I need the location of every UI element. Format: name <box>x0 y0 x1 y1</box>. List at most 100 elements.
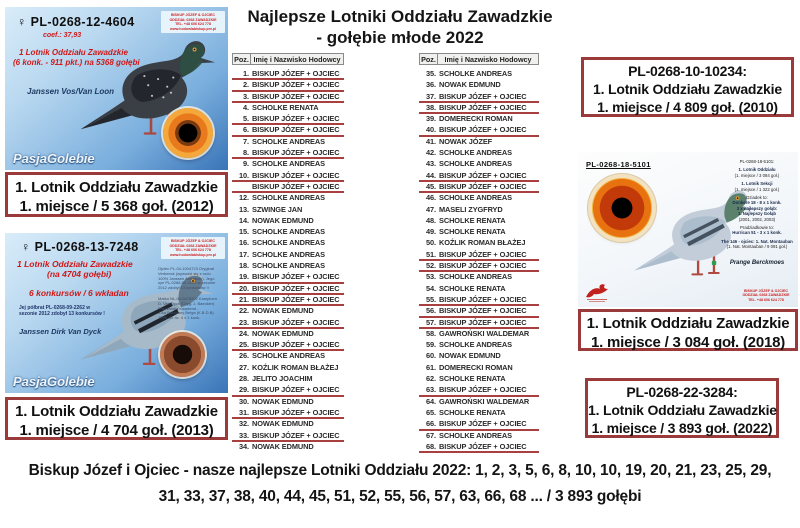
row-position: 52. <box>426 261 436 271</box>
row-breeder-name: NOWAK EDMUND <box>252 419 314 429</box>
row-position: 51. <box>426 249 436 259</box>
pedigree-line: 3 x najlepszy gołąb: <box>736 205 778 211</box>
row-breeder-name: SCHOLKE ANDREAS <box>252 227 325 237</box>
table-rows: 35. SCHOLKE ANDREAS 36. NOWAK EDMUND 37. BISK… <box>419 69 539 454</box>
row-breeder-name: BISKUP JÓZEF + OJCIEC <box>439 91 527 101</box>
summary-line2: 31, 33, 37, 38, 40, 44, 45, 51, 52, 55, … <box>158 488 642 505</box>
red-bird-logo-icon <box>586 284 608 302</box>
row-breeder-name: SCHOLKE ANDREAS <box>439 69 512 78</box>
row-breeder-name: SCHOLKE ANDREAS <box>439 272 512 282</box>
table-row: 14. NOWAK EDMUND <box>232 216 344 227</box>
row-breeder-name: MASELI ZYGFRYD <box>439 204 503 214</box>
row-breeder-name: BISKUP JÓZEF + OJCIEC <box>252 181 340 191</box>
row-breeder-name: BISKUP JÓZEF + OJCIEC <box>252 114 340 124</box>
table-row: 23. BISKUP JÓZEF + OJCIEC <box>232 318 344 329</box>
table-row: 17. SCHOLKE ANDREAS <box>232 250 344 261</box>
row-position: 26. <box>239 351 249 361</box>
award-caption-2012: 1. Lotnik Oddziału Zawadzkie 1. miejsce … <box>5 172 228 217</box>
row-position: 25. <box>239 340 249 350</box>
breeder-contact-box: BISKUP JÓZEF & OJCIEC ODDZIAŁ 0268 ZAWAD… <box>161 237 225 259</box>
table-row: 27. KOŹLIK ROMAN BŁAŻEJ <box>232 363 344 374</box>
row-breeder-name: SCHOLKE ANDREAS <box>439 193 512 203</box>
row-position: 12. <box>239 193 249 203</box>
column-header-breeder-name: Imię i Nazwisko Hodowcy <box>437 53 539 65</box>
table-row: 51. BISKUP JÓZEF + OJCIEC <box>419 249 539 262</box>
row-breeder-name: BISKUP JÓZEF + OJCIEC <box>439 125 527 135</box>
row-position: 49. <box>426 227 436 237</box>
row-position: 21. <box>239 294 249 304</box>
row-position: 43. <box>426 159 436 169</box>
row-position: 64. <box>426 396 436 406</box>
award-caption-2018: 1. Lotnik Oddziału Zawadzkie 1. miejsce … <box>578 309 798 351</box>
table-row: 54. SCHOLKE RENATA <box>419 284 539 295</box>
row-breeder-name: BISKUP JÓZEF + OJCIEC <box>439 294 527 304</box>
row-breeder-name: SCHOLKE RENATA <box>439 215 506 225</box>
pedigree-fine-print-dam: Matka NL-00-0476202 Kampioen D. Van Dyck… <box>158 296 217 321</box>
ranking-table-1-34: Poz. Imię i Nazwisko Hodowcy 1. BISKUP JÓ… <box>232 53 344 453</box>
table-row: 59. SCHOLKE ANDREAS <box>419 340 539 351</box>
table-row: 19. BISKUP JÓZEF + OJCIEC <box>232 272 344 284</box>
table-row: 63. BISKUP JÓZEF + OJCIEC <box>419 385 539 397</box>
row-position: 46. <box>426 193 436 203</box>
row-breeder-name: SCHOLKE RENATA <box>439 407 506 417</box>
table-row: 8. BISKUP JÓZEF + OJCIEC <box>232 148 344 160</box>
table-row: 62. SCHOLKE RENATA <box>419 374 539 385</box>
table-row: 29. BISKUP JÓZEF + OJCIEC <box>232 385 344 397</box>
table-row: 26. SCHOLKE ANDREAS <box>232 351 344 362</box>
pedigree-line: Hurrican 51 - 3 x 1 konk. <box>732 230 782 236</box>
row-position: 10. <box>239 170 249 180</box>
table-row: 35. SCHOLKE ANDREAS <box>419 69 539 80</box>
row-breeder-name: BISKUP JÓZEF + OJCIEC <box>252 340 340 350</box>
page-title-line2: - gołębie młode 2022 <box>316 28 484 47</box>
row-position: 28. <box>239 374 249 384</box>
row-breeder-name: NOWAK EDMUND <box>252 328 314 338</box>
pedigree-line: (2001, 2002, 2003) <box>738 216 776 222</box>
breeder-contact-box: BISKUP JÓZEF & OJCIEC ODDZIAŁ 0268 ZAWAD… <box>161 11 225 33</box>
table-row: 50. KOŹLIK ROMAN BŁAŻEJ <box>419 238 539 249</box>
table-row: 1. BISKUP JÓZEF + OJCIEC <box>232 69 344 81</box>
pedigree-text-block: PL-0268-18-5101: 1. Lotnik Oddziału (1. mi… <box>718 159 796 266</box>
row-breeder-name: BISKUP JÓZEF + OJCIEC <box>439 441 527 451</box>
table-row: 65. SCHOLKE RENATA <box>419 408 539 419</box>
row-breeder-name: BISKUP JÓZEF + OJCIEC <box>252 125 340 135</box>
achievement-line3: 6 konkursów / 6 wkładan <box>29 288 129 298</box>
page-title-line1: Najlepsze Lotniki Oddziału Zawadzkie <box>247 7 553 26</box>
row-breeder-name: NOWAK EDMUND <box>439 80 501 90</box>
row-position: 22. <box>239 306 249 316</box>
table-row: 18. SCHOLKE ANDREAS <box>232 261 344 272</box>
summary-text: Biskup Józef i Ojciec - nasze najlepsze … <box>0 458 800 510</box>
row-position: 37. <box>426 91 436 101</box>
pigeon-eye-photo <box>163 108 213 158</box>
column-header-breeder-name: Imię i Nazwisko Hodowcy <box>250 53 344 65</box>
table-row: 41. NOWAK JÓZEF <box>419 137 539 148</box>
row-breeder-name: BISKUP JÓZEF + OJCIEC <box>439 170 527 180</box>
table-row: 67. SCHOLKE ANDREAS <box>419 431 539 442</box>
pedigree-line: Donkere 18 - 8 x 1 konk. <box>732 200 782 206</box>
breeder-contact-box: BISKUP JÓZEF & OJCIEC ODDZIAŁ 0268 ZAWAD… <box>742 288 790 302</box>
sex-symbol-female: ♀ <box>17 15 27 29</box>
table-row: 21. BISKUP JÓZEF + OJCIEC <box>232 294 344 307</box>
achievement-line2: (6 konk. - 911 pkt.) na 5368 gołębi <box>13 58 140 67</box>
row-position: 29. <box>239 385 249 395</box>
row-position: 65. <box>426 407 436 417</box>
table-row: 53. SCHOLKE ANDREAS <box>419 272 539 283</box>
row-breeder-name: BISKUP JÓZEF + OJCIEC <box>439 181 527 191</box>
row-breeder-name: BISKUP JÓZEF + OJCIEC <box>252 80 340 90</box>
row-position: 30. <box>239 396 249 406</box>
row-breeder-name: SCHOLKE ANDREAS <box>252 136 325 146</box>
pedigree-line: 1. Lotnik Oddziału <box>738 167 776 173</box>
pigeon-eye-photo <box>592 178 652 238</box>
row-position: 48. <box>426 215 436 225</box>
award-box-2022: PL-0268-22-3284: 1. Lotnik Oddziału Zawa… <box>585 378 779 438</box>
row-breeder-name: SCHOLKE ANDREAS <box>252 261 325 271</box>
ring-number: ♀ PL-0268-13-7248 <box>21 240 139 254</box>
table-row: 58. GAWROŃSKI WALDEMAR <box>419 329 539 340</box>
row-position: 41. <box>426 136 436 146</box>
table-row: 61. DOMERECKI ROMAN <box>419 363 539 374</box>
row-position: 42. <box>426 148 436 158</box>
row-breeder-name: GAWROŃSKI WALDEMAR <box>439 396 530 406</box>
table-row: 13. SZWINGE JAN <box>232 205 344 216</box>
row-position: 8. <box>243 148 249 158</box>
strain-name: Janssen Dirk Van Dyck <box>19 327 102 336</box>
